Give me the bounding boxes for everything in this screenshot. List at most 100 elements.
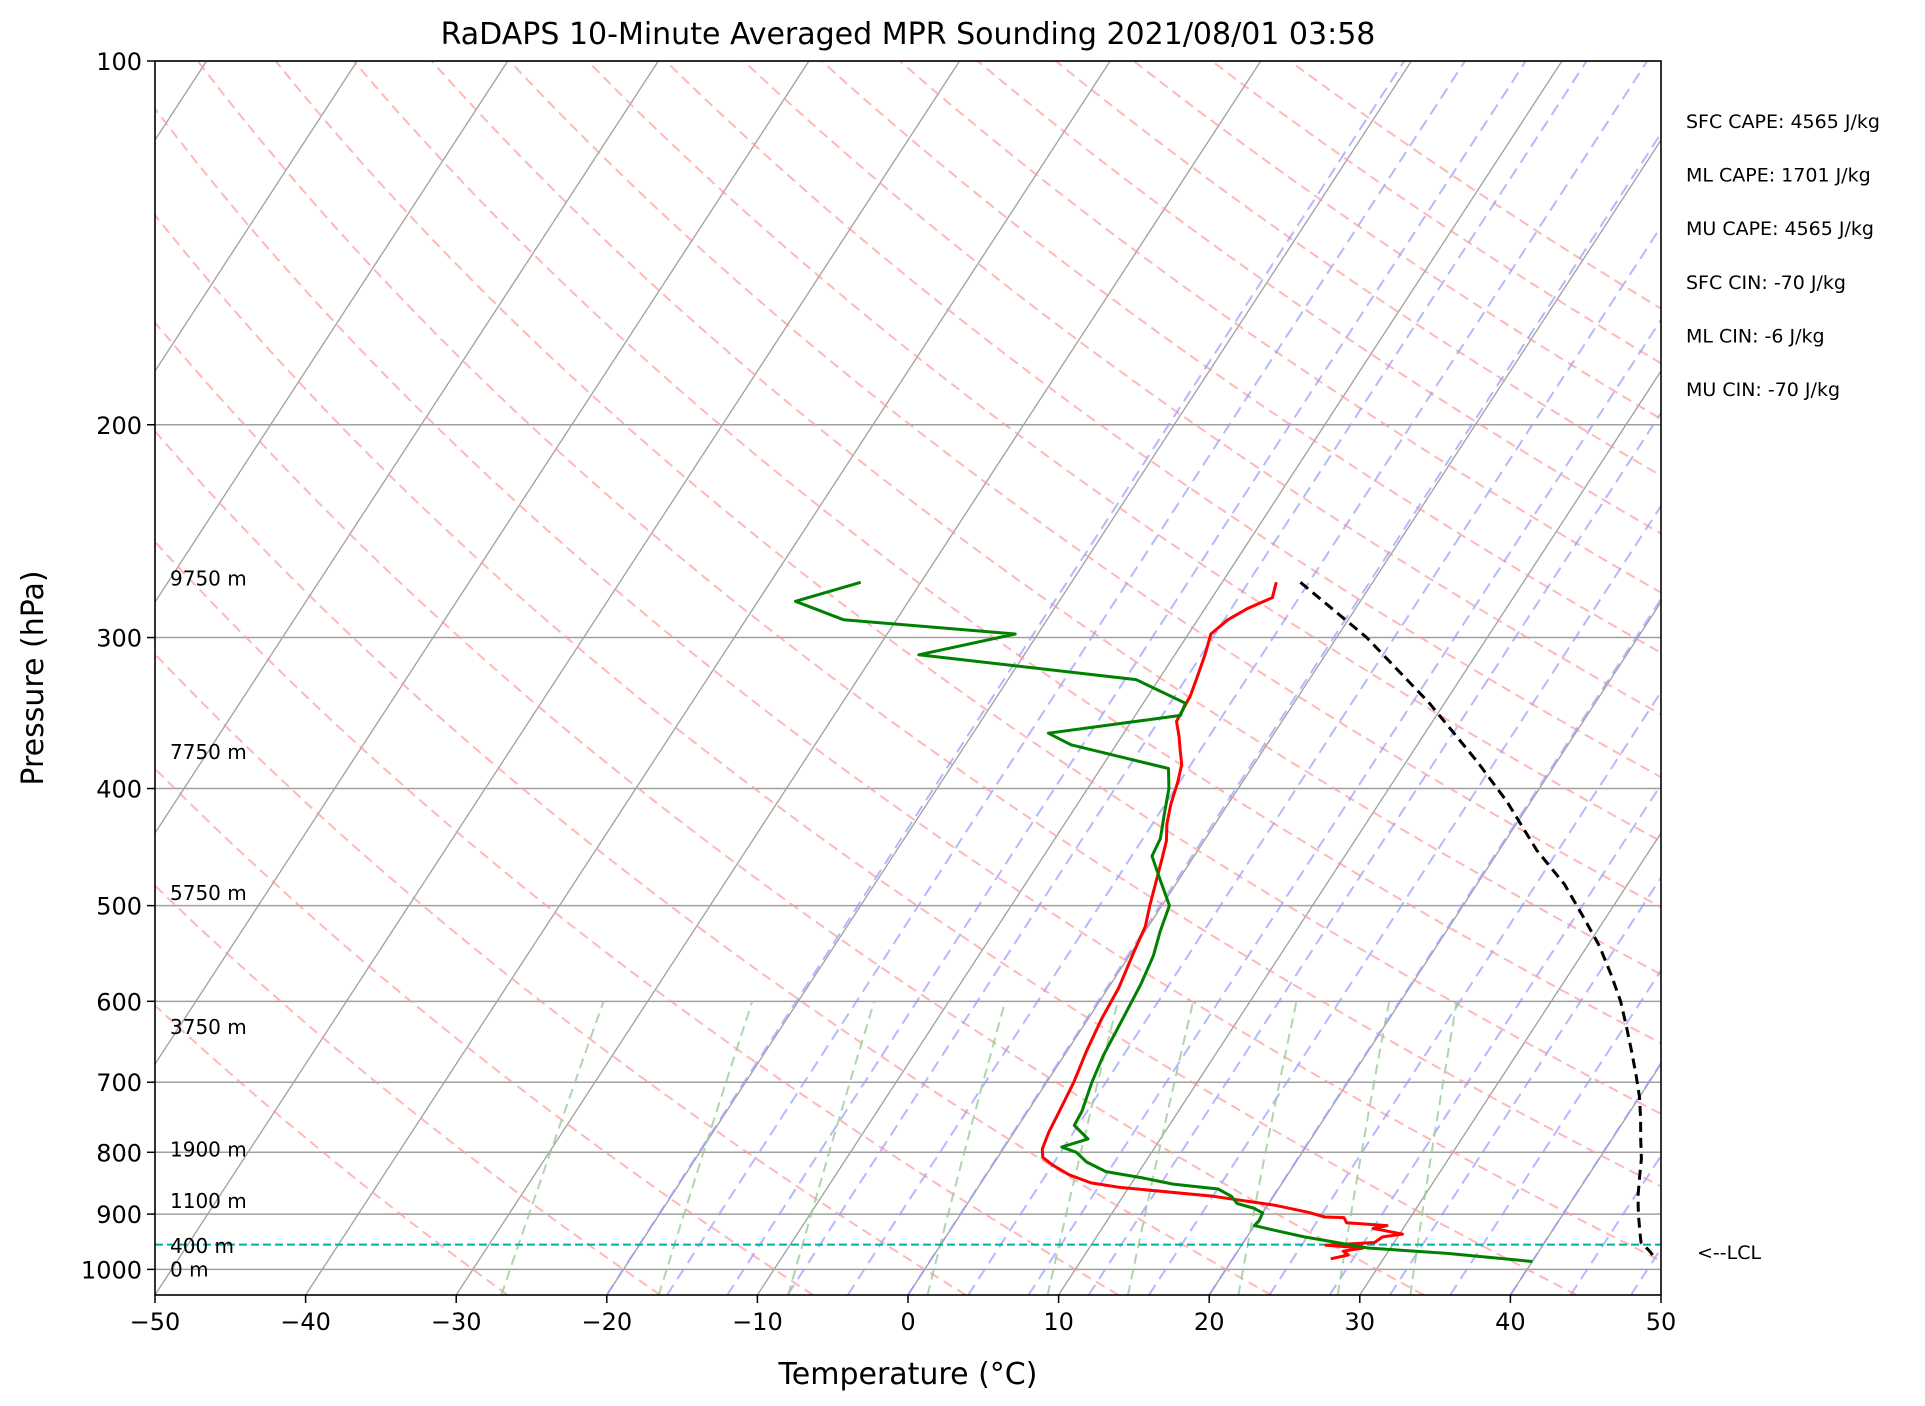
isotherm-line — [155, 61, 509, 604]
y-tick-label: 200 — [96, 412, 142, 440]
dry-adiabat-line — [155, 107, 1661, 1263]
isotherm-line — [155, 61, 810, 1066]
y-tick-label: 600 — [96, 988, 142, 1016]
moist-adiabat-line — [1569, 1154, 1661, 1295]
moist-adiabat-line — [907, 131, 1661, 1295]
stats-line: MU CIN: -70 J/kg — [1686, 379, 1840, 401]
height-labels: 9750 m 7750 m 5750 m 3750 m 1900 m 1100 m 400 … — [170, 566, 247, 1281]
height-label: 0 m — [170, 1257, 209, 1281]
isotherm-line — [606, 61, 1412, 1295]
y-axis-label: Pressure (hPa) — [16, 570, 51, 785]
dry-adiabat-line — [155, 652, 967, 1295]
dewpoint-line — [794, 580, 1533, 1263]
isotherm-line — [155, 61, 659, 835]
dry-adiabat-line — [155, 213, 1578, 1295]
y-tick-label: 300 — [96, 625, 142, 653]
moist-adiabat-line — [1087, 411, 1661, 1295]
moist-adiabat-line — [967, 224, 1661, 1295]
moist-adiabat-line — [726, 61, 1527, 1295]
x-tick-label: −20 — [581, 1308, 632, 1336]
isotherm-line — [455, 61, 1262, 1295]
x-tick-label: 50 — [1646, 1308, 1677, 1336]
mixing-ratio-line — [1237, 1001, 1298, 1295]
height-label: 5750 m — [170, 881, 247, 905]
moist-adiabat-line — [1509, 1061, 1661, 1295]
y-axis: 100 200 300 400 500 600 700 800 900 1000 — [81, 48, 155, 1284]
moist-adiabat-line — [666, 61, 1466, 1295]
dry-adiabat-line — [155, 429, 1272, 1295]
dry-adiabat-line — [155, 320, 1425, 1295]
x-tick-label: 30 — [1345, 1308, 1376, 1336]
isotherm-line — [1058, 369, 1661, 1295]
y-tick-label: 800 — [96, 1139, 142, 1167]
height-label: 7750 m — [170, 740, 247, 764]
stats-line: ML CAPE: 1701 J/kg — [1686, 165, 1871, 187]
moist-adiabat-line — [1449, 968, 1661, 1295]
y-tick-label: 400 — [96, 776, 142, 804]
isotherm-line — [1509, 1062, 1661, 1295]
stats-line: ML CIN: -6 J/kg — [1686, 325, 1825, 347]
moist-adiabat-line — [1148, 504, 1661, 1295]
stats-panel: SFC CAPE: 4565 J/kg ML CAPE: 1701 J/kg MU … — [1686, 111, 1880, 401]
chart-title: RaDAPS 10-Minute Averaged MPR Sounding 2… — [441, 17, 1376, 52]
moist-adiabat-line — [1389, 875, 1661, 1295]
stats-line: SFC CAPE: 4565 J/kg — [1686, 111, 1880, 133]
isotherm-line — [907, 138, 1661, 1295]
isotherm-line — [155, 61, 358, 373]
dry-adiabat-line — [586, 61, 1661, 843]
moist-adiabat-line — [1027, 318, 1661, 1295]
mixing-ratio-line — [500, 1000, 605, 1295]
x-tick-label: 40 — [1495, 1308, 1526, 1336]
background-lines — [155, 61, 1661, 1295]
isotherm-line — [155, 61, 961, 1295]
isotherm-line — [1208, 600, 1661, 1295]
dry-adiabat-line — [430, 61, 1661, 976]
moist-adiabat-line — [1268, 690, 1661, 1295]
mixing-ratio-line — [787, 1001, 876, 1295]
dry-adiabat-line — [155, 884, 661, 1295]
mixing-ratio-line — [1409, 1001, 1458, 1295]
y-tick-label: 900 — [96, 1201, 142, 1229]
height-label: 400 m — [170, 1234, 234, 1258]
isotherm-line — [1359, 831, 1661, 1295]
y-tick-label: 500 — [96, 893, 142, 921]
moist-adiabat-line — [846, 61, 1649, 1295]
x-tick-label: −40 — [280, 1308, 331, 1336]
dry-adiabat-line — [977, 61, 1661, 535]
parcel-line — [1299, 581, 1658, 1260]
data-series — [155, 580, 1661, 1263]
dry-adiabat-line — [1211, 61, 1661, 365]
y-tick-label: 700 — [96, 1069, 142, 1097]
height-label: 1900 m — [170, 1138, 247, 1162]
stats-line: MU CAPE: 4565 J/kg — [1686, 218, 1874, 240]
stats-line: SFC CIN: -70 J/kg — [1686, 272, 1846, 294]
dry-adiabat-line — [274, 61, 1661, 1116]
moist-adiabat-line — [605, 61, 1406, 1295]
mixing-ratio-line — [1046, 1001, 1119, 1295]
mixing-ratio-line — [926, 1001, 1007, 1295]
height-label: 1100 m — [170, 1189, 247, 1213]
x-tick-label: 10 — [1043, 1308, 1074, 1336]
x-tick-label: −50 — [130, 1308, 181, 1336]
lcl-label: <--LCL — [1697, 1242, 1761, 1264]
moist-adiabat-line — [786, 61, 1588, 1295]
x-tick-label: −10 — [732, 1308, 783, 1336]
moist-adiabat-line — [1208, 597, 1661, 1295]
dry-adiabat-line — [743, 61, 1661, 716]
mixing-ratio-line — [1127, 1001, 1195, 1295]
height-label: 9750 m — [170, 566, 247, 590]
y-tick-label: 1000 — [81, 1256, 142, 1284]
dry-adiabat-line — [1289, 61, 1661, 310]
isotherm-line — [305, 61, 1111, 1295]
x-tick-label: 20 — [1194, 1308, 1225, 1336]
y-tick-label: 100 — [96, 48, 142, 76]
mixing-ratio-line — [657, 1000, 754, 1295]
x-axis: −50 −40 −30 −20 −10 0 10 20 30 40 50 — [130, 1295, 1677, 1336]
moist-adiabat-line — [1328, 782, 1661, 1295]
x-axis-label: Temperature (°C) — [778, 1357, 1038, 1392]
temperature-line — [1040, 581, 1404, 1261]
dry-adiabat-line — [155, 767, 814, 1295]
height-label: 3750 m — [170, 1015, 247, 1039]
